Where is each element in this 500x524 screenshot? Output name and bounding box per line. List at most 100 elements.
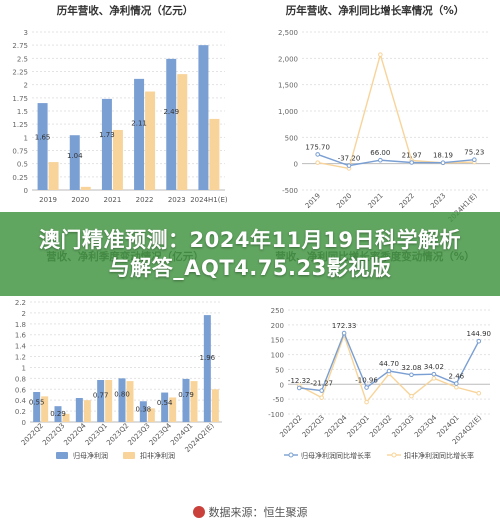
point-series-2 — [409, 393, 414, 399]
y-tick-label: 1 — [24, 134, 28, 142]
y-tick-label: 2 — [22, 310, 26, 318]
y-tick-label: 3 — [24, 29, 28, 37]
bar-series-2 — [105, 380, 113, 422]
bar-series-2 — [169, 397, 177, 422]
point-series-1 — [440, 160, 446, 166]
legend-label: 扣非净利润 — [140, 451, 175, 460]
data-label: 175.70 — [305, 143, 330, 151]
data-label: 0.29 — [50, 410, 66, 418]
line-series-2 — [298, 333, 479, 404]
point-series-1 — [378, 157, 383, 163]
bar-series-1 — [182, 378, 190, 422]
y-tick-label: 0 — [294, 161, 298, 169]
point-series-1 — [341, 330, 347, 336]
y-tick-label: 500 — [285, 134, 298, 142]
y-tick-label: 1.2 — [15, 354, 26, 362]
legend-swatch — [56, 452, 68, 459]
y-tick-label: -500 — [282, 187, 298, 195]
y-tick-label: 0.6 — [15, 386, 27, 394]
data-label: -10.96 — [355, 377, 378, 385]
data-label: -12.32 — [288, 377, 311, 385]
y-tick-label: 2,500 — [278, 29, 298, 37]
y-tick-label: 1.25 — [12, 121, 28, 129]
legend-label: 扣非净利润同比增长率 — [404, 451, 474, 460]
y-tick-label: 0 — [280, 381, 284, 389]
bar-series-1 — [75, 398, 83, 422]
y-tick-label: 0.75 — [12, 148, 28, 156]
point-series-2 — [476, 390, 482, 396]
point-series-1 — [431, 371, 437, 377]
bar-series-1 — [198, 45, 209, 190]
point-series-2 — [378, 52, 383, 57]
bar-series-1 — [101, 98, 112, 190]
point-series-1 — [409, 160, 414, 165]
point-series-1 — [386, 368, 392, 374]
point-series-1 — [315, 152, 320, 157]
bar-series-2 — [190, 381, 198, 422]
point-series-2 — [454, 384, 459, 390]
data-label: 2.46 — [449, 373, 465, 381]
y-tick-label: 2.25 — [12, 69, 28, 77]
x-tick-label: 2022 — [136, 196, 154, 204]
data-label: 66.00 — [370, 149, 390, 157]
point-series-2 — [364, 399, 369, 405]
y-tick-label: 2.5 — [17, 55, 28, 63]
point-series-1 — [476, 338, 482, 344]
y-tick-label: 150 — [271, 337, 284, 345]
banner-text: 澳门精准预测：2024年11月19日科学解析与解答_AQT4.75.23影视版 — [39, 228, 461, 280]
bar-series-2 — [83, 400, 91, 422]
y-tick-label: 1.5 — [17, 108, 28, 116]
y-tick-label: 0.5 — [17, 161, 28, 169]
data-label: 172.33 — [332, 322, 357, 330]
x-tick-label: 2022Q3 — [41, 422, 66, 447]
y-tick-label: -100 — [268, 411, 284, 419]
annual-growth-rate-chart: 历年营收、净利同比增长率情况（%） -500 0 500 1,000 1,500 2,000… — [278, 4, 490, 224]
point-series-1 — [319, 388, 324, 393]
bar-series-1 — [33, 392, 41, 422]
bar-series-2 — [126, 381, 134, 422]
y-tick-label: 1.6 — [15, 332, 27, 340]
x-tick-label: 2023Q1 — [346, 414, 371, 439]
y-tick-label: 1 — [22, 364, 26, 372]
point-series-1 — [454, 381, 459, 386]
x-tick-label: 2023Q4 — [413, 413, 439, 439]
data-label: 1.73 — [99, 131, 115, 139]
x-tick-label: 2019 — [304, 192, 322, 210]
y-tick-label: 0 — [24, 187, 28, 195]
annual-revenue-profit-chart: 历年营收、净利情况（亿元） 0 0.25 0.5 0.75 1 1.25 1.5 1.75 2 2.… — [12, 4, 228, 204]
bar-series-1 — [97, 380, 105, 422]
point-series-2 — [315, 160, 320, 165]
data-label: 18.19 — [433, 152, 453, 160]
y-tick-label: 1.75 — [12, 95, 28, 103]
bar-series-2 — [147, 408, 155, 422]
bar-series-2 — [145, 91, 156, 190]
x-tick-label: 2023 — [168, 196, 186, 204]
x-tick-label: 2022 — [398, 192, 416, 210]
data-label: 1.65 — [35, 134, 51, 142]
bar-series-1 — [161, 392, 169, 422]
point-series-2 — [319, 395, 324, 400]
point-series-1 — [409, 372, 414, 378]
bar-series-2 — [48, 162, 59, 190]
legend-swatch — [123, 452, 135, 459]
y-tick-label: 1.8 — [15, 321, 26, 329]
data-label: 0.77 — [93, 392, 109, 400]
x-tick-label: 2020 — [71, 196, 89, 204]
line-series-1 — [317, 153, 475, 167]
bar-series-2 — [80, 186, 91, 190]
bar-series-1 — [139, 401, 147, 422]
bar-series-1 — [54, 406, 62, 422]
data-label: 2.49 — [163, 108, 179, 116]
y-tick-label: 0.8 — [15, 375, 26, 383]
x-tick-label: 2024H1(E) — [190, 196, 228, 204]
point-series-1 — [472, 157, 477, 163]
x-tick-label: 2021 — [366, 192, 384, 210]
y-tick-label: 0.4 — [15, 397, 27, 405]
x-tick-label: 2022Q4 — [323, 413, 349, 439]
data-label: 0.38 — [136, 405, 152, 413]
data-label: 0.55 — [29, 399, 45, 407]
point-series-1 — [364, 385, 369, 390]
bar-series-2 — [62, 413, 70, 422]
x-tick-label: 2023Q2 — [368, 414, 393, 439]
x-tick-label: 2023Q3 — [126, 422, 151, 447]
